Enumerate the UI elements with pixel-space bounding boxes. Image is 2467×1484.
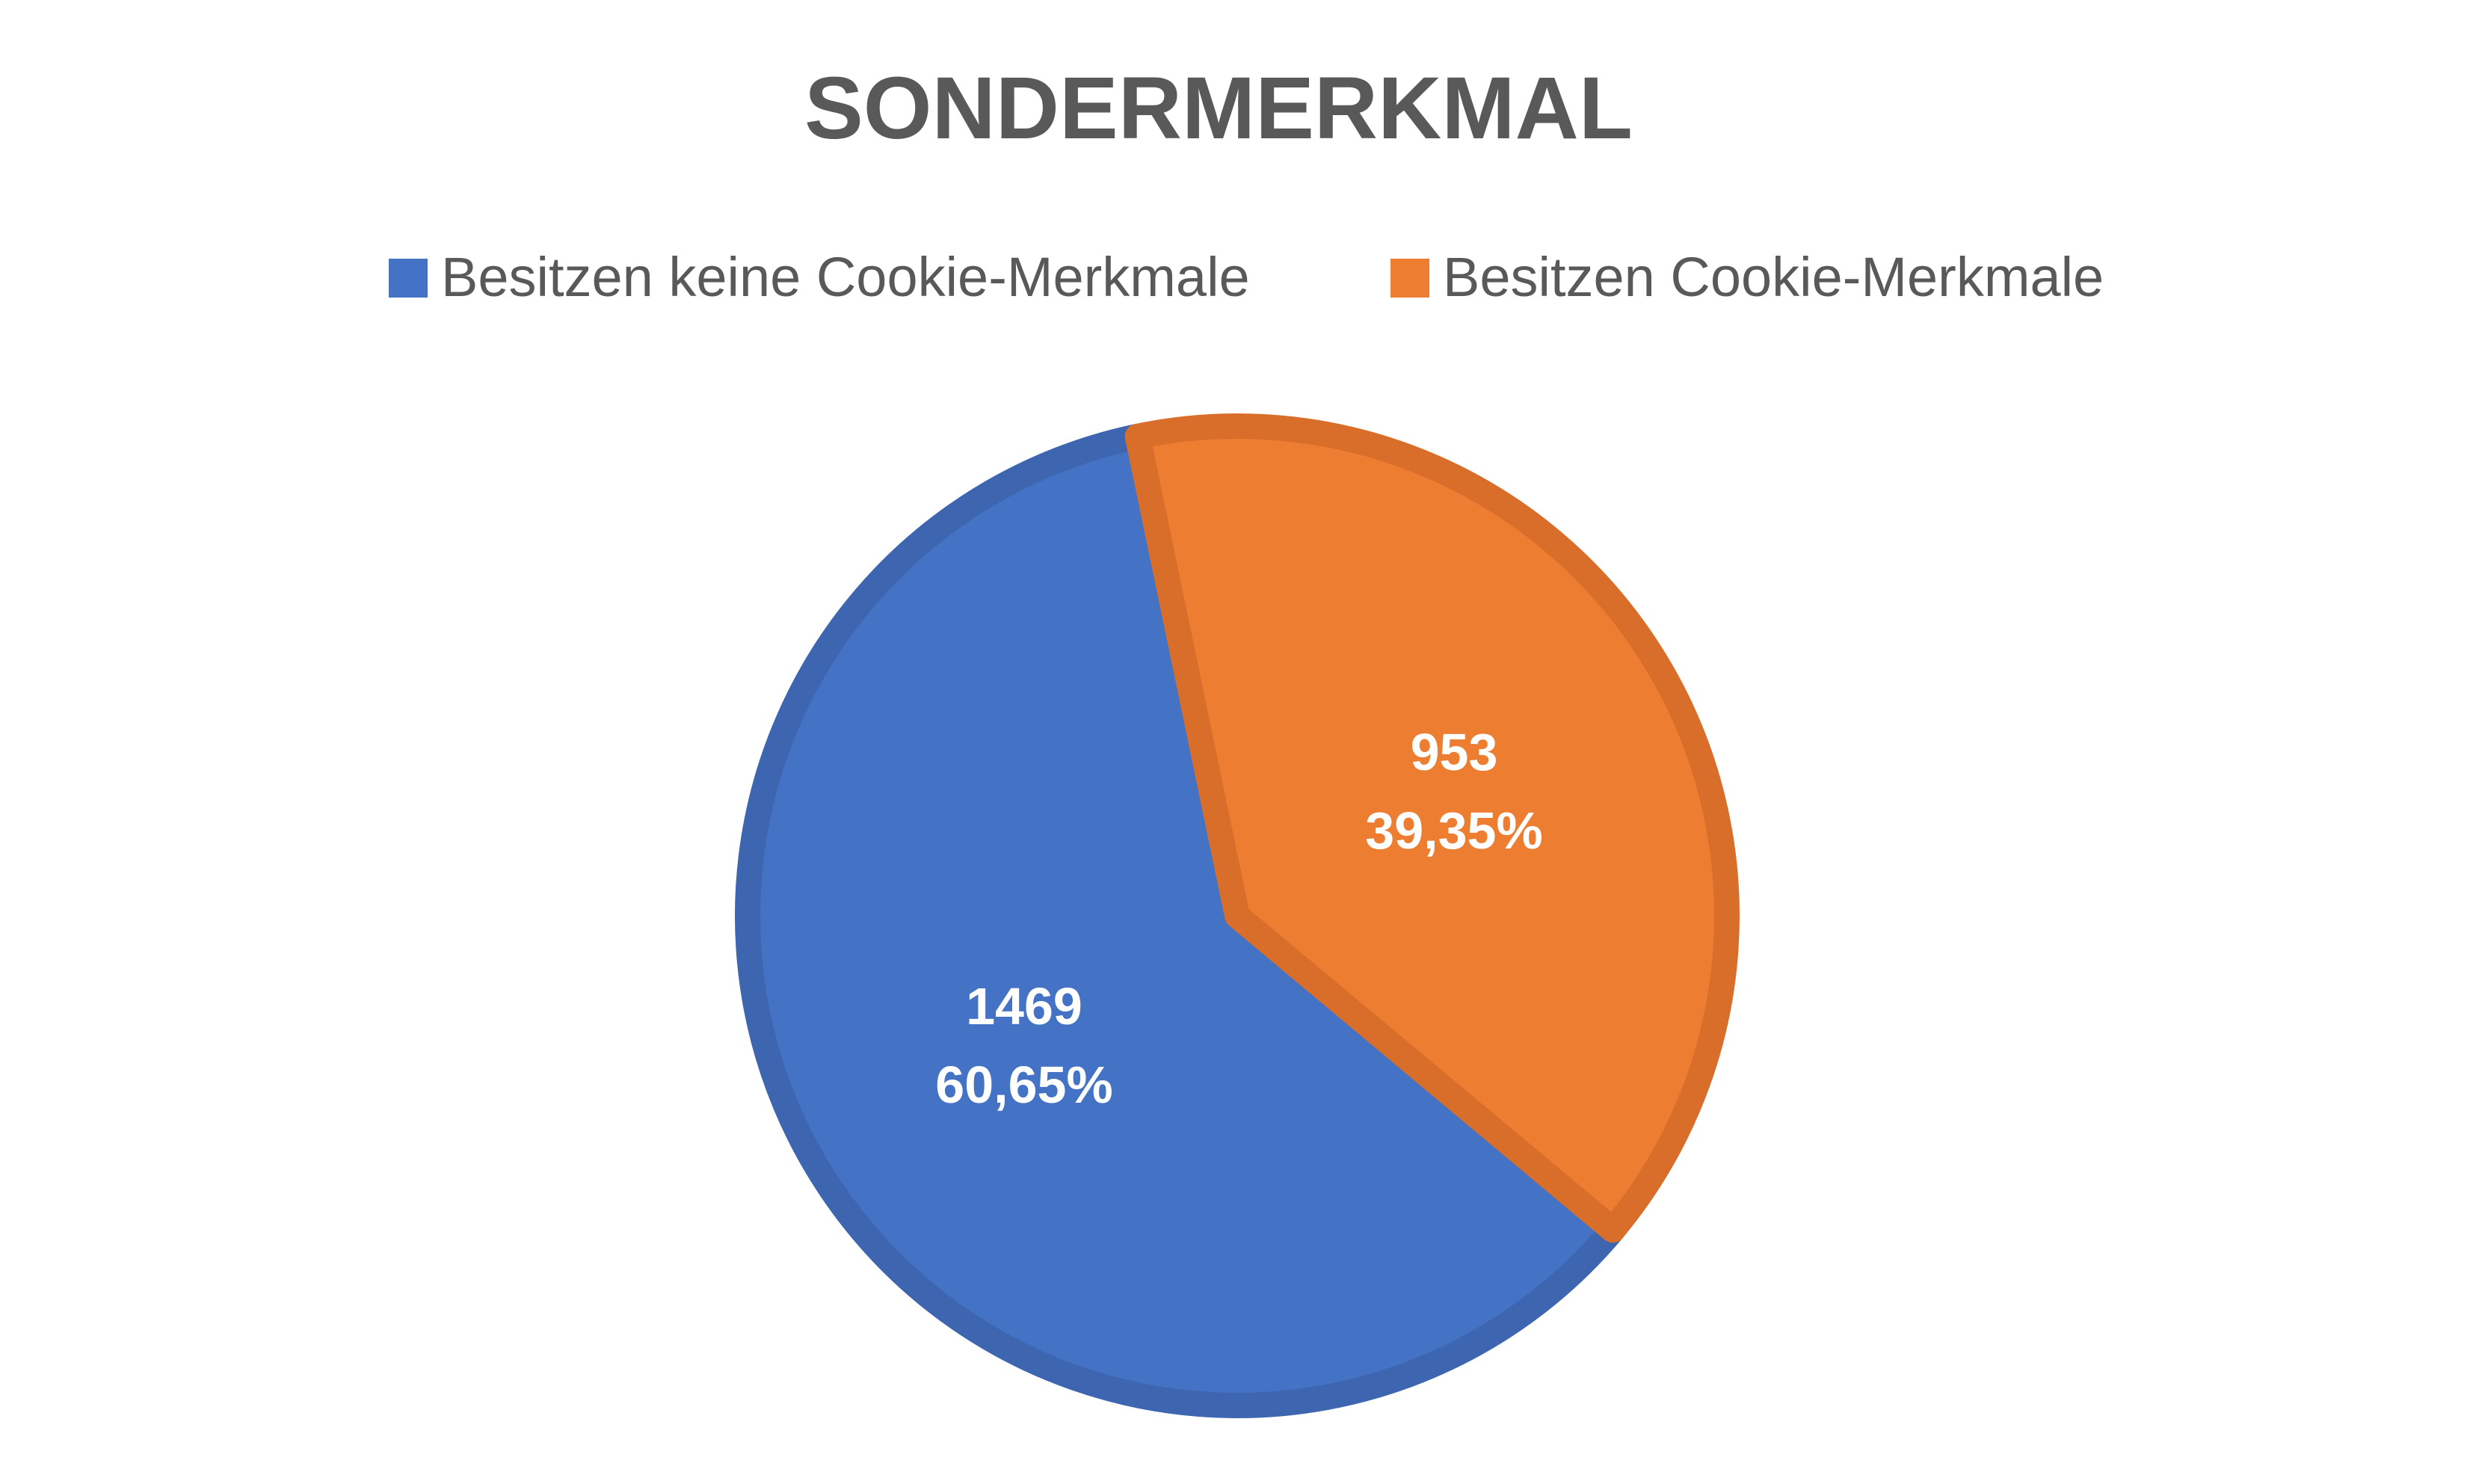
legend-label: Besitzen Cookie-Merkmale (1443, 246, 2104, 308)
legend-swatch (1390, 259, 1429, 298)
slice-percent-label: 39,35% (1365, 801, 1542, 860)
slice-percent-label: 60,65% (935, 1056, 1112, 1114)
legend-swatch (389, 259, 428, 298)
pie-slices (735, 413, 1740, 1418)
slice-value-label: 1469 (966, 977, 1082, 1035)
legend-item: Besitzen Cookie-Merkmale (1390, 246, 2104, 308)
legend-label: Besitzen keine Cookie-Merkmale (441, 246, 1250, 308)
legend-item: Besitzen keine Cookie-Merkmale (389, 246, 1250, 308)
slice-value-label: 953 (1411, 723, 1498, 781)
pie-slice (1124, 413, 1740, 1243)
data-labels: 1469 60,65% 953 39,35% (935, 723, 1542, 1114)
pie-slice (735, 423, 1626, 1418)
legend: Besitzen keine Cookie-Merkmale Besitzen C… (389, 246, 2104, 308)
chart-title: SONDERMERKMAL (804, 59, 1633, 158)
